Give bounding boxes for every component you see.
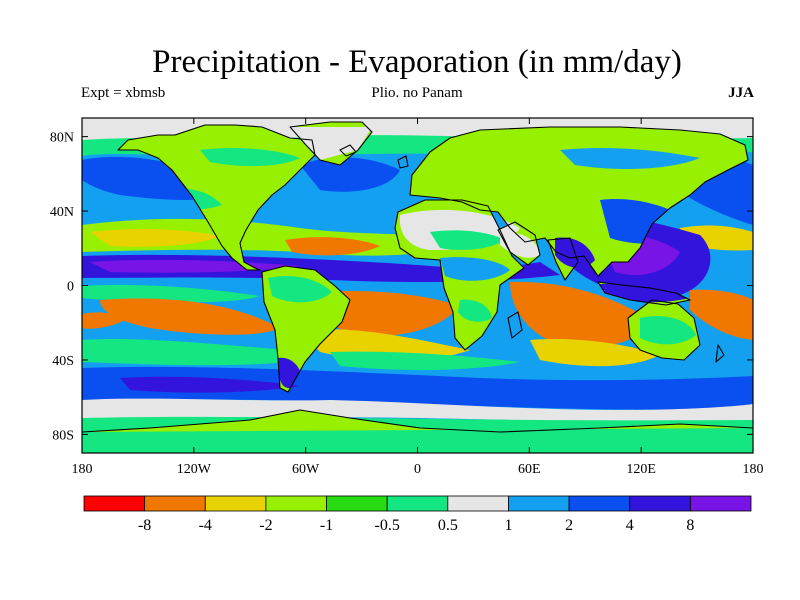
coastlines [82,121,753,433]
colorbar-label: 1 [504,517,512,534]
colorbar-label: 0.5 [438,517,458,534]
axis-ticks: 80N 40N 0 40S 80S 180 120W 60W 0 60E 120E 180 [50,118,764,477]
colorbar-label: -8 [138,517,151,534]
experiment-label: Expt = xbmsb [81,85,166,101]
colorbar-swatch [265,495,327,512]
season-label: JJA [728,85,754,101]
lon-label: 60E [518,462,541,477]
lon-label: 120E [626,462,656,477]
colorbar-swatch [447,495,509,512]
lon-label: 180 [743,462,764,477]
lat-label: 40S [52,354,74,369]
scenario-label: Plio. no Panam [371,85,463,101]
lat-label: 0 [67,280,74,295]
colorbar-label: -4 [199,517,212,534]
colorbar-label: -2 [259,517,272,534]
lat-label: 80N [50,131,74,146]
lon-label: 180 [72,462,93,477]
colorbar: -8 -4 -2 -1 -0.5 0.5 1 2 4 8 [83,495,752,534]
colorbar-swatch [326,495,388,512]
lat-label: 40N [50,205,74,220]
colorbar-swatch [204,495,267,512]
lon-label: 120W [177,462,212,477]
colorbar-label: -0.5 [375,517,400,534]
map-title: Precipitation - Evaporation (in mm/day) [152,44,682,80]
lon-label: 60W [292,462,320,477]
colorbar-label: 2 [565,517,573,534]
lon-label: 0 [414,462,421,477]
colorbar-swatch [629,495,691,512]
colorbar-swatch [689,495,752,512]
colorbar-swatch [386,495,449,512]
colorbar-label: 4 [626,517,634,534]
colorbar-swatch [83,495,146,512]
colorbar-swatch [568,495,631,512]
colorbar-swatch [508,495,570,512]
colorbar-swatch [144,495,206,512]
colorbar-label: -1 [320,517,333,534]
colorbar-label: 8 [686,517,694,534]
lat-label: 80S [52,428,74,443]
